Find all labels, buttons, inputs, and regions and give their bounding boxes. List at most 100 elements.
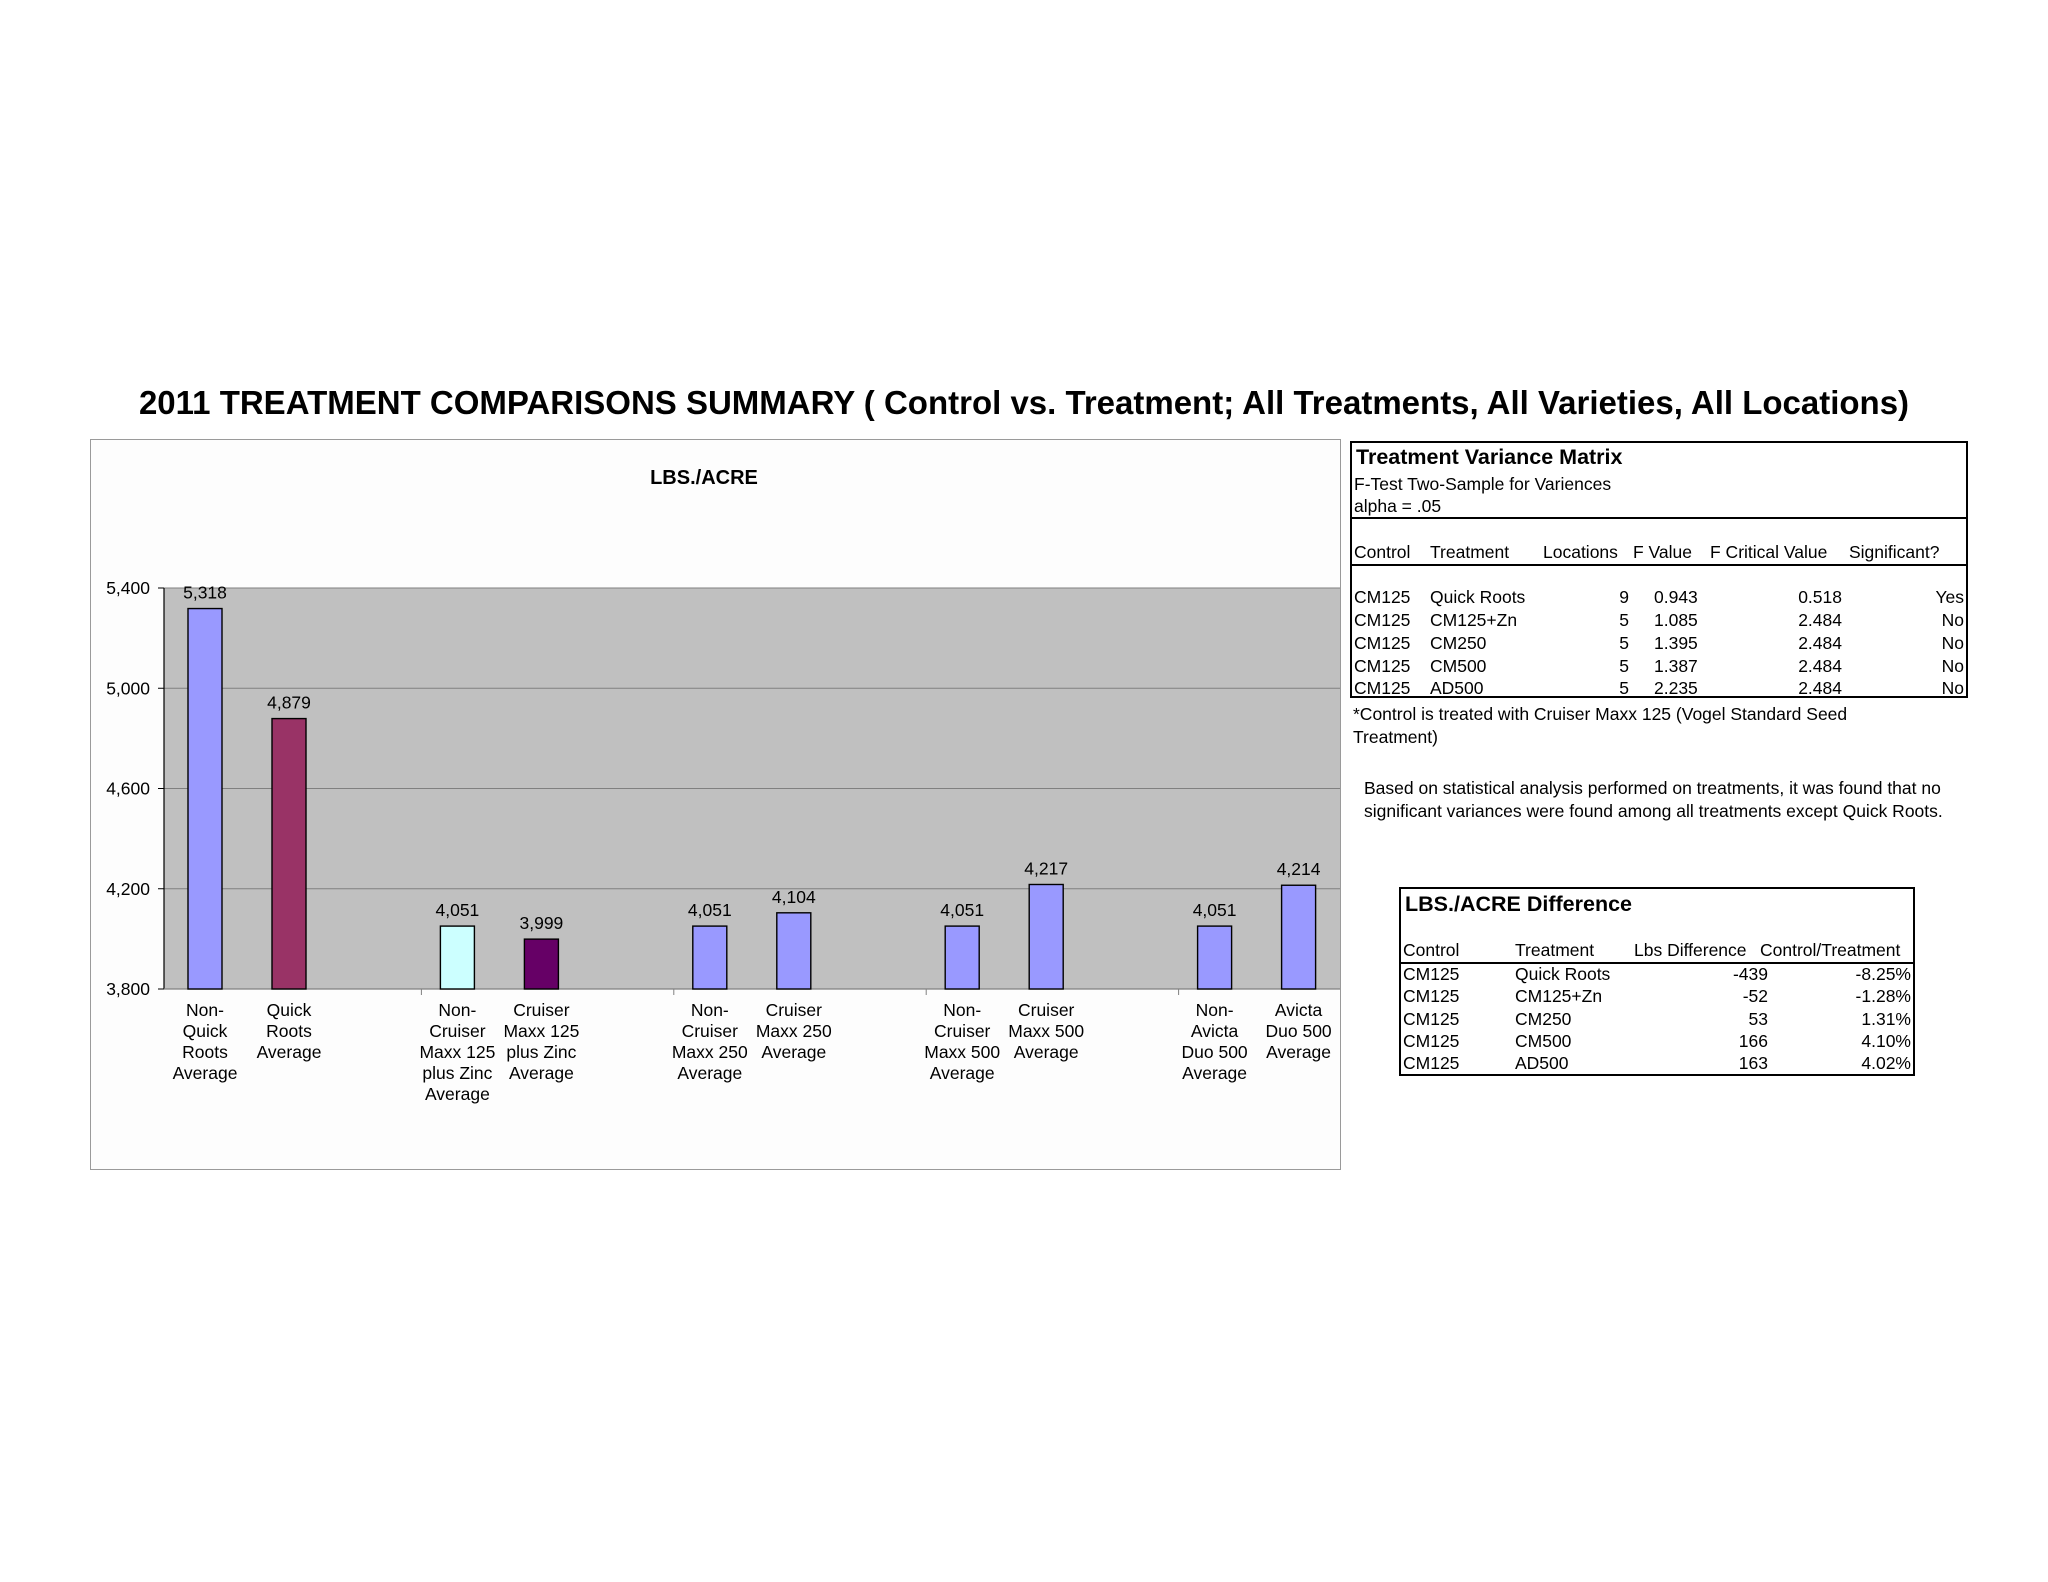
x-category-label: Maxx 125 xyxy=(419,1042,495,1062)
diff-cell-lbs-difference: 53 xyxy=(1748,1009,1768,1029)
x-category-label: Average xyxy=(509,1063,574,1083)
x-category-label: Non- xyxy=(438,1000,476,1020)
diff-cell-lbs-difference: -439 xyxy=(1732,964,1768,984)
diff-cell-control: CM125 xyxy=(1403,986,1460,1006)
analysis-note: Based on statistical analysis performed … xyxy=(1364,777,1943,822)
x-category-label: Maxx 250 xyxy=(672,1042,748,1062)
x-category-label: Average xyxy=(930,1063,995,1083)
matrix-cell-significant: Yes xyxy=(1935,587,1964,607)
diff-cell-control: CM125 xyxy=(1403,1009,1460,1029)
matrix-cell-treatment: AD500 xyxy=(1430,678,1484,698)
y-tick-label: 5,400 xyxy=(106,578,150,598)
matrix-cell-locations: 5 xyxy=(1619,656,1629,676)
matrix-cell-treatment: CM250 xyxy=(1430,633,1487,653)
difference-table: LBS./ACRE Difference Control Treatment L… xyxy=(1399,887,1915,1076)
x-category-label: Non- xyxy=(691,1000,729,1020)
analysis-note-line: Based on statistical analysis performed … xyxy=(1364,778,1941,798)
y-tick-label: 4,200 xyxy=(106,879,150,899)
control-note-line: Treatment) xyxy=(1353,726,1438,747)
divider xyxy=(1352,517,1966,519)
diff-cell-control: CM125 xyxy=(1403,964,1460,984)
matrix-header-treatment: Treatment xyxy=(1430,542,1510,562)
matrix-cell-f-value: 1.085 xyxy=(1654,610,1698,630)
x-category-label: Duo 500 xyxy=(1266,1021,1332,1041)
bar xyxy=(439,925,476,990)
x-category-label: Cruiser xyxy=(766,1000,823,1020)
matrix-cell-control: CM125 xyxy=(1354,633,1411,653)
bar-value-label: 4,051 xyxy=(436,900,480,920)
x-category-label: Maxx 500 xyxy=(924,1042,1000,1062)
x-category-label: Roots xyxy=(266,1021,312,1041)
x-category-label: Roots xyxy=(182,1042,228,1062)
page-title: 2011 TREATMENT COMPARISONS SUMMARY ( Con… xyxy=(138,384,1910,421)
x-category-label: Quick xyxy=(183,1021,228,1041)
x-category-label: Average xyxy=(173,1063,238,1083)
diff-cell-ratio: 1.31% xyxy=(1861,1009,1911,1029)
variance-matrix-alpha: alpha = .05 xyxy=(1354,496,1442,516)
matrix-cell-f-critical: 2.484 xyxy=(1798,633,1842,653)
x-category-label: Cruiser xyxy=(934,1021,991,1041)
diff-cell-lbs-difference: -52 xyxy=(1742,986,1768,1006)
x-category-label: Maxx 250 xyxy=(756,1021,832,1041)
matrix-header-f-value: F Value xyxy=(1633,542,1693,562)
diff-header-ratio: Control/Treatment xyxy=(1760,940,1901,960)
diff-cell-lbs-difference: 163 xyxy=(1738,1053,1768,1073)
diff-cell-treatment: CM250 xyxy=(1515,1009,1572,1029)
matrix-cell-control: CM125 xyxy=(1354,610,1411,630)
matrix-cell-f-critical: 0.518 xyxy=(1798,587,1842,607)
y-tick-label: 5,000 xyxy=(106,678,150,698)
matrix-cell-treatment: CM500 xyxy=(1430,656,1487,676)
variance-matrix: Treatment Variance Matrix F-Test Two-Sam… xyxy=(1350,441,1968,698)
diff-cell-lbs-difference: 166 xyxy=(1738,1031,1768,1051)
matrix-cell-f-value: 1.387 xyxy=(1654,656,1698,676)
matrix-header-significant: Significant? xyxy=(1849,542,1940,562)
x-category-label: Cruiser xyxy=(1018,1000,1075,1020)
variance-matrix-title: Treatment Variance Matrix xyxy=(1356,445,1623,469)
bar-value-label: 4,217 xyxy=(1024,858,1068,878)
bar-value-label: 4,879 xyxy=(267,693,311,713)
control-note: *Control is treated with Cruiser Maxx 12… xyxy=(1353,703,1847,748)
bar xyxy=(776,912,812,990)
control-note-line: *Control is treated with Cruiser Maxx 12… xyxy=(1353,704,1848,724)
matrix-cell-significant: No xyxy=(1941,678,1964,698)
bar xyxy=(944,925,980,990)
matrix-cell-f-value: 1.395 xyxy=(1654,633,1698,653)
matrix-header-locations: Locations xyxy=(1543,542,1618,562)
matrix-header-control: Control xyxy=(1354,542,1411,562)
matrix-cell-treatment: CM125+Zn xyxy=(1430,610,1518,630)
x-category-label: Average xyxy=(761,1042,826,1062)
diff-cell-treatment: AD500 xyxy=(1515,1053,1569,1073)
matrix-cell-control: CM125 xyxy=(1354,678,1411,698)
bar xyxy=(523,938,560,990)
diff-cell-treatment: CM125+Zn xyxy=(1515,986,1603,1006)
x-category-label: Average xyxy=(425,1084,490,1104)
diff-cell-ratio: 4.10% xyxy=(1861,1031,1911,1051)
bar xyxy=(1028,883,1064,990)
bar xyxy=(692,925,728,990)
matrix-cell-control: CM125 xyxy=(1354,656,1411,676)
chart-title: LBS./ACRE xyxy=(650,467,758,489)
matrix-cell-f-critical: 2.484 xyxy=(1798,656,1842,676)
matrix-cell-locations: 5 xyxy=(1619,633,1629,653)
diff-cell-control: CM125 xyxy=(1403,1031,1460,1051)
bar-value-label: 3,999 xyxy=(520,913,564,933)
diff-cell-ratio: 4.02% xyxy=(1861,1053,1911,1073)
matrix-cell-treatment: Quick Roots xyxy=(1430,587,1526,607)
bar-value-label: 5,318 xyxy=(183,583,227,603)
x-category-label: Average xyxy=(257,1042,322,1062)
matrix-cell-significant: No xyxy=(1941,610,1964,630)
x-category-label: Average xyxy=(1266,1042,1331,1062)
bar-value-label: 4,214 xyxy=(1277,859,1321,879)
divider xyxy=(1401,962,1913,964)
diff-header-lbs-difference: Lbs Difference xyxy=(1634,940,1747,960)
matrix-cell-f-critical: 2.484 xyxy=(1798,610,1842,630)
matrix-cell-control: CM125 xyxy=(1354,587,1411,607)
x-category-label: Non- xyxy=(943,1000,981,1020)
x-category-label: plus Zinc xyxy=(422,1063,492,1083)
chart-area: LBS./ACRE 5,400 5,000 4,600 4,200 3,800 5,318 N… xyxy=(90,439,1341,1170)
x-category-label: Average xyxy=(1182,1063,1247,1083)
y-tick-label: 3,800 xyxy=(106,979,150,999)
diff-cell-treatment: CM500 xyxy=(1515,1031,1572,1051)
bar-value-label: 4,051 xyxy=(688,900,732,920)
matrix-cell-f-value: 0.943 xyxy=(1654,587,1698,607)
